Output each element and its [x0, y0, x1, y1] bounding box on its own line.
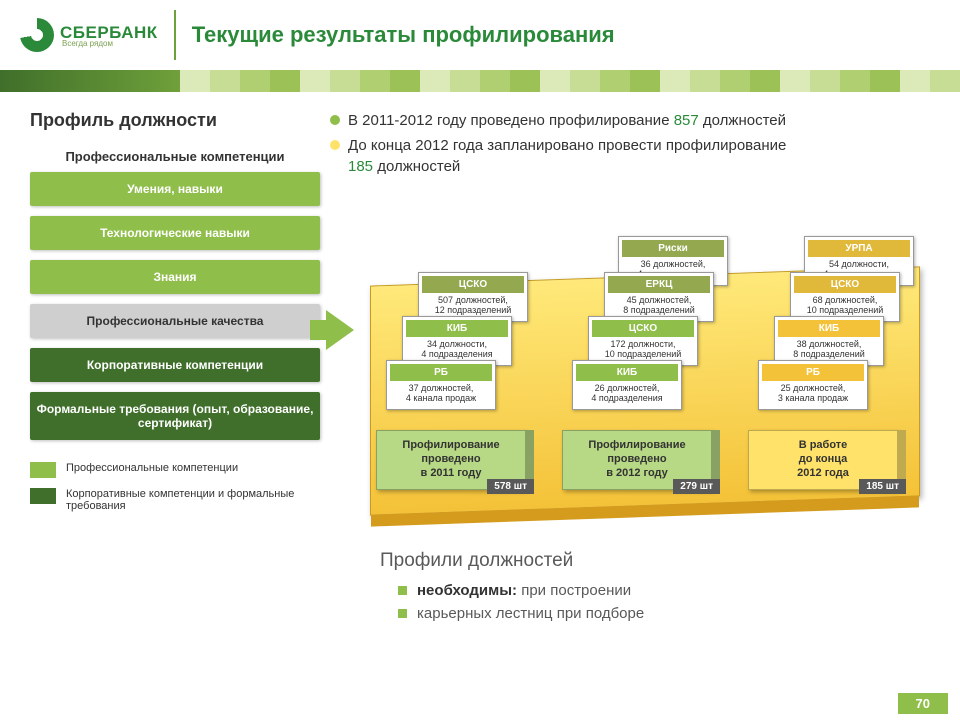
crate-diagram: ЦСКО 507 должностей,12 подразделений КИБ 34…: [370, 220, 930, 540]
legend-label: Профессиональные компетенции: [66, 462, 238, 474]
crate: Профилированиепроведенов 2012 году279 шт: [562, 430, 712, 490]
card-line: 68 должностей,: [794, 295, 896, 305]
profile-card: КИБ 38 должностей,8 подразделений: [774, 316, 884, 366]
footer-bullet-text: карьерных лестниц при подборе: [417, 605, 644, 622]
card-header: УРПА: [808, 240, 910, 257]
decor-band: [0, 70, 960, 92]
card-line: 37 должностей,: [390, 383, 492, 393]
header-divider: [174, 10, 176, 60]
card-line: 34 должности,: [406, 339, 508, 349]
slide-number: 70: [898, 693, 948, 714]
footer-title: Профили должностей: [380, 550, 920, 572]
legend-row: Профессиональные компетенции: [30, 462, 320, 478]
arrow-icon: [326, 310, 354, 350]
card-line: 507 должностей,: [422, 295, 524, 305]
card-header: РБ: [762, 364, 864, 381]
logo-icon: [20, 18, 54, 52]
card-header: КИБ: [406, 320, 508, 337]
card-header: КИБ: [778, 320, 880, 337]
bullet-text: До конца 2012 года запланировано провест…: [348, 135, 786, 177]
card-line: 54 должности,: [808, 259, 910, 269]
footer-bullet-text: необходимы: при построении: [417, 582, 631, 599]
logo: СБЕРБАНК Всегда рядом: [20, 18, 158, 52]
competency-pill: Умения, навыки: [30, 172, 320, 206]
crate: В работедо конца2012 года185 шт: [748, 430, 898, 490]
competency-pill: Технологические навыки: [30, 216, 320, 250]
profile-card: КИБ 26 должностей,4 подразделения: [572, 360, 682, 410]
right-column: В 2011-2012 году проведено профилировани…: [330, 110, 930, 522]
square-bullet-icon: [398, 586, 407, 595]
card-line: 4 канала продаж: [390, 393, 492, 403]
card-line: 3 канала продаж: [762, 393, 864, 403]
card-header: ЦСКО: [794, 276, 896, 293]
crate-badge: 578 шт: [487, 479, 534, 494]
bullet-item: В 2011-2012 году проведено профилировани…: [330, 110, 930, 131]
left-column: Профиль должности Профессиональные компе…: [30, 110, 320, 522]
card-line: 38 должностей,: [778, 339, 880, 349]
footer-bullet: карьерных лестниц при подборе: [398, 605, 920, 622]
legend-label: Корпоративные компетенции и формальные т…: [66, 488, 320, 512]
competency-pill: Знания: [30, 260, 320, 294]
footer-bullet: необходимы: при построении: [398, 582, 920, 599]
group-header: Профессиональные компетенции: [30, 149, 320, 164]
card-header: Риски: [622, 240, 724, 257]
card-line: 10 подразделений: [592, 349, 694, 359]
competency-pill: Профессиональные качества: [30, 304, 320, 338]
card-line: 45 должностей,: [608, 295, 710, 305]
card-header: ЕРКЦ: [608, 276, 710, 293]
bullet-dot-icon: [330, 115, 340, 125]
card-line: 26 должностей,: [576, 383, 678, 393]
legend-swatch: [30, 488, 56, 504]
card-header: ЦСКО: [422, 276, 524, 293]
crate-badge: 185 шт: [859, 479, 906, 494]
bullet-item: До конца 2012 года запланировано провест…: [330, 135, 930, 177]
header: СБЕРБАНК Всегда рядом Текущие результаты…: [0, 0, 960, 70]
profile-card: РБ 25 должностей,3 канала продаж: [758, 360, 868, 410]
card-line: 4 подразделения: [576, 393, 678, 403]
bullet-dot-icon: [330, 140, 340, 150]
card-line: 8 подразделений: [778, 349, 880, 359]
square-bullet-icon: [398, 609, 407, 618]
card-line: 25 должностей,: [762, 383, 864, 393]
profile-card: ЦСКО 172 должности,10 подразделений: [588, 316, 698, 366]
profile-card: ЦСКО 68 должностей,10 подразделений: [790, 272, 900, 322]
card-header: ЦСКО: [592, 320, 694, 337]
bullet-text: В 2011-2012 году проведено профилировани…: [348, 110, 786, 131]
legend-row: Корпоративные компетенции и формальные т…: [30, 488, 320, 512]
section-title: Профиль должности: [30, 110, 320, 131]
profile-card: КИБ 34 должности,4 подразделения: [402, 316, 512, 366]
card-line: 8 подразделений: [608, 305, 710, 315]
crate-badge: 279 шт: [673, 479, 720, 494]
legend: Профессиональные компетенции Корпоративны…: [30, 462, 320, 512]
card-line: 12 подразделений: [422, 305, 524, 315]
footer-block: Профили должностей необходимы: при постр…: [380, 550, 920, 628]
card-header: РБ: [390, 364, 492, 381]
legend-swatch: [30, 462, 56, 478]
card-line: 36 должностей,: [622, 259, 724, 269]
page-title: Текущие результаты профилирования: [192, 22, 615, 48]
card-line: 4 подразделения: [406, 349, 508, 359]
card-line: 10 подразделений: [794, 305, 896, 315]
card-line: 172 должности,: [592, 339, 694, 349]
profile-card: ЕРКЦ 45 должностей,8 подразделений: [604, 272, 714, 322]
competency-pill: Формальные требования (опыт, образование…: [30, 392, 320, 440]
profile-card: РБ 37 должностей,4 канала продаж: [386, 360, 496, 410]
card-header: КИБ: [576, 364, 678, 381]
crate: Профилированиепроведенов 2011 году578 шт: [376, 430, 526, 490]
competency-pill: Корпоративные компетенции: [30, 348, 320, 382]
profile-card: ЦСКО 507 должностей,12 подразделений: [418, 272, 528, 322]
